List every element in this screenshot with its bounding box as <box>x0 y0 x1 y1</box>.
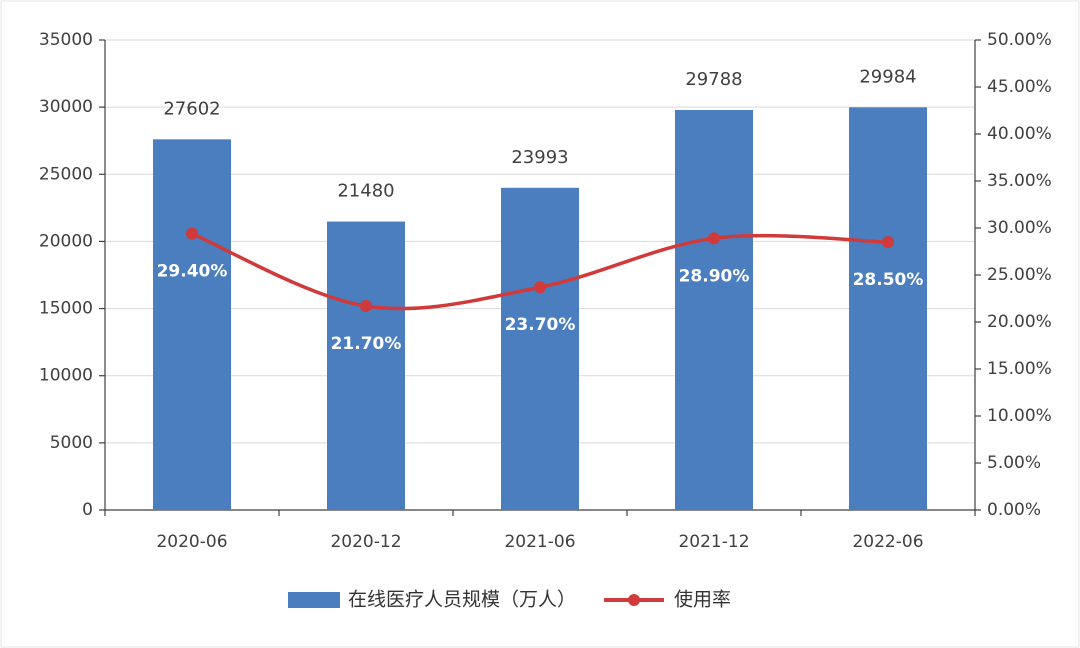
line-value-label: 21.70% <box>331 334 402 354</box>
y-tick-label: 5000 <box>50 433 93 453</box>
bar-value-label: 29984 <box>859 66 916 87</box>
bar-value-label: 23993 <box>511 147 568 168</box>
bar <box>153 139 231 510</box>
legend-label: 使用率 <box>674 589 731 611</box>
y-tick-label: 0 <box>82 500 93 520</box>
y2-tick-label: 45.00% <box>987 77 1052 97</box>
x-tick-label: 2020-12 <box>330 532 401 552</box>
line-marker <box>534 281 546 294</box>
legend-label: 在线医疗人员规模（万人） <box>348 589 576 611</box>
bar-value-label: 29788 <box>685 69 742 90</box>
line-value-label: 23.70% <box>505 315 576 335</box>
y2-tick-label: 5.00% <box>987 453 1041 473</box>
y2-tick-label: 25.00% <box>987 265 1052 285</box>
y-tick-label: 15000 <box>39 299 93 319</box>
legend-marker <box>628 594 641 606</box>
y2-tick-label: 30.00% <box>987 218 1052 238</box>
line-value-label: 28.90% <box>679 266 750 286</box>
line-value-label: 28.50% <box>853 270 924 290</box>
line-marker <box>708 232 720 245</box>
legend-swatch <box>288 592 340 608</box>
y-tick-label: 35000 <box>39 30 93 50</box>
line-marker <box>186 227 198 240</box>
y-tick-label: 25000 <box>39 164 93 184</box>
y2-tick-label: 10.00% <box>987 406 1052 426</box>
y-tick-label: 20000 <box>39 231 93 251</box>
x-tick-label: 2021-06 <box>504 532 575 552</box>
y2-tick-label: 20.00% <box>987 312 1052 332</box>
line-marker <box>360 300 372 313</box>
y2-tick-label: 50.00% <box>987 30 1052 50</box>
x-tick-label: 2021-12 <box>678 532 749 552</box>
x-tick-label: 2020-06 <box>156 532 227 552</box>
bar-value-label: 27602 <box>163 98 220 119</box>
y-tick-label: 30000 <box>39 97 93 117</box>
y2-tick-label: 35.00% <box>987 171 1052 191</box>
x-tick-label: 2022-06 <box>852 532 923 552</box>
bar <box>849 107 927 510</box>
bar <box>327 221 405 510</box>
y2-tick-label: 40.00% <box>987 124 1052 144</box>
bar <box>501 187 579 510</box>
y2-tick-label: 15.00% <box>987 359 1052 379</box>
y2-tick-label: 0.00% <box>987 500 1041 520</box>
bar <box>675 109 753 510</box>
bar-value-label: 21480 <box>337 181 394 202</box>
y-tick-label: 10000 <box>39 366 93 386</box>
line-marker <box>882 236 894 249</box>
line-value-label: 29.40% <box>157 262 228 282</box>
